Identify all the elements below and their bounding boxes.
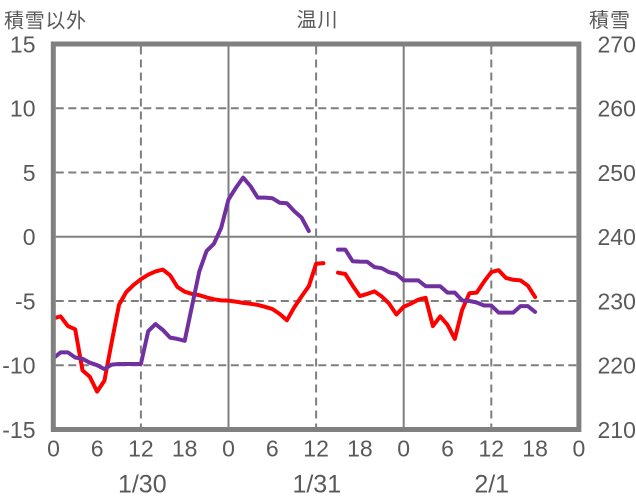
svg-text:2/1: 2/1 [474, 471, 509, 499]
svg-text:5: 5 [23, 160, 36, 186]
svg-text:230: 230 [598, 288, 636, 314]
svg-text:0: 0 [23, 224, 36, 250]
svg-text:積雪以外: 積雪以外 [4, 10, 87, 33]
svg-text:0: 0 [397, 436, 410, 462]
svg-text:12: 12 [303, 436, 329, 462]
svg-text:積雪: 積雪 [589, 9, 631, 32]
svg-text:1/31: 1/31 [292, 471, 341, 499]
svg-text:18: 18 [522, 436, 548, 462]
svg-text:0: 0 [47, 436, 60, 462]
svg-text:260: 260 [598, 96, 636, 122]
svg-text:18: 18 [172, 436, 198, 462]
svg-text:1/30: 1/30 [118, 471, 167, 499]
svg-text:210: 210 [598, 417, 636, 443]
svg-text:-10: -10 [2, 353, 35, 379]
svg-text:15: 15 [10, 31, 36, 57]
svg-text:温川: 温川 [297, 9, 339, 32]
svg-text:10: 10 [10, 96, 36, 122]
svg-text:6: 6 [91, 436, 104, 462]
svg-text:0: 0 [573, 436, 586, 462]
svg-text:-5: -5 [15, 288, 35, 314]
svg-text:12: 12 [128, 436, 154, 462]
svg-text:6: 6 [441, 436, 454, 462]
svg-text:0: 0 [222, 436, 235, 462]
svg-text:250: 250 [598, 160, 636, 186]
svg-text:18: 18 [347, 436, 373, 462]
svg-text:6: 6 [266, 436, 279, 462]
svg-text:12: 12 [479, 436, 505, 462]
svg-text:240: 240 [598, 224, 636, 250]
svg-text:-15: -15 [2, 417, 35, 443]
svg-text:220: 220 [598, 353, 636, 379]
svg-text:270: 270 [598, 31, 636, 57]
